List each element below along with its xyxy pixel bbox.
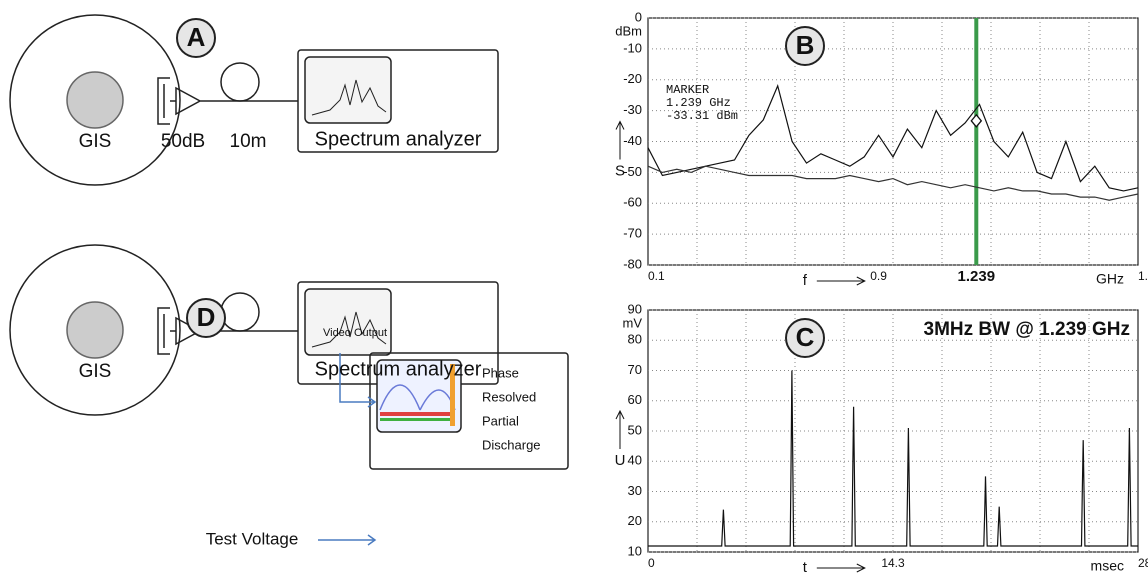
x-unit: GHz — [1096, 271, 1124, 287]
label-circle — [785, 318, 825, 358]
prpd-colorbar — [450, 364, 455, 426]
gis-label: GIS — [79, 131, 112, 152]
video-output-label: Video Output — [323, 327, 387, 339]
prpd-line: Resolved — [482, 389, 536, 404]
amplifier — [170, 86, 298, 116]
x-tick-label: 28.6 — [1138, 556, 1148, 570]
y-tick-label: 80 — [628, 332, 642, 347]
y-tick-label: -70 — [623, 226, 642, 241]
video-arrow — [339, 353, 377, 408]
y-axis-label: S — [615, 162, 625, 179]
sensor — [157, 77, 170, 125]
x-axis-arrow — [816, 276, 866, 286]
y-axis-arrow — [615, 409, 625, 449]
y-unit: dBm — [615, 23, 642, 38]
test-voltage-label: Test Voltage — [206, 529, 299, 548]
prpd-band — [380, 412, 452, 416]
prpd-band — [380, 418, 452, 421]
y-axis-arrow — [615, 120, 625, 160]
panel-label: B — [796, 30, 815, 60]
x-tick-label: 0.1 — [648, 269, 665, 283]
series-line — [647, 165, 1139, 201]
x-axis-label: t — [803, 559, 808, 575]
analyzer-screen — [304, 288, 392, 356]
panel-label: C — [796, 322, 815, 352]
y-unit: mV — [623, 315, 643, 330]
x-tick-label: 14.3 — [881, 556, 905, 570]
panel-a — [9, 14, 499, 186]
instrument-label: Spectrum analyzer — [315, 128, 482, 150]
y-tick-label: -40 — [623, 133, 642, 148]
y-tick-label: -50 — [623, 164, 642, 179]
y-tick-label: 60 — [628, 392, 642, 407]
analyzer-screen — [304, 56, 392, 124]
marker-point — [970, 113, 983, 128]
gis-label: GIS — [79, 361, 112, 382]
instrument-label: Spectrum analyzer — [315, 358, 482, 380]
marker-text: MARKER — [666, 83, 709, 97]
prpd-line: Discharge — [482, 437, 541, 452]
series-line — [647, 84, 1139, 192]
y-tick-label: 40 — [628, 453, 642, 468]
label-circle — [186, 298, 226, 338]
y-tick-label: 10 — [628, 543, 642, 558]
voltage-arrow — [318, 534, 377, 546]
y-tick-label: 20 — [628, 513, 642, 528]
y-tick-label: -20 — [623, 71, 642, 86]
x-unit: msec — [1091, 558, 1124, 574]
y-axis-label: U — [615, 452, 626, 469]
gis-conductor — [66, 301, 124, 359]
series-line — [648, 370, 1138, 547]
y-tick-label: -80 — [623, 256, 642, 271]
panel-label: D — [197, 302, 216, 332]
label-circle — [176, 18, 216, 58]
prpd-line: Phase — [482, 365, 519, 380]
y-tick-label: 0 — [635, 9, 642, 24]
gis-enclosure — [9, 14, 181, 186]
gis-conductor — [66, 71, 124, 129]
x-axis-arrow — [816, 563, 866, 573]
analyzer-trace — [311, 311, 387, 348]
y-tick-label: -60 — [623, 195, 642, 210]
x-tick-label: 0 — [648, 556, 655, 570]
prpd-box — [369, 352, 569, 470]
sensor — [157, 307, 170, 355]
x-tick-label: 1.8 — [1138, 269, 1148, 283]
y-tick-label: 30 — [628, 483, 642, 498]
cable-label: 10m — [230, 131, 267, 152]
x-tick-label: 0.9 — [870, 269, 887, 283]
panel-label: A — [187, 22, 206, 52]
y-tick-label: -10 — [623, 40, 642, 55]
cable-loop — [220, 62, 260, 102]
analyzer-box — [297, 49, 499, 153]
marker-text: -33.31 dBm — [666, 109, 738, 123]
y-tick-label: 70 — [628, 362, 642, 377]
label-circle — [785, 26, 825, 66]
y-tick-label: 90 — [628, 301, 642, 316]
panel-d — [9, 244, 569, 546]
prpd-line: Partial — [482, 413, 519, 428]
analyzer-trace — [311, 79, 387, 116]
x-tick-label: 1.239 — [958, 268, 996, 285]
y-tick-label: -30 — [623, 102, 642, 117]
y-tick-label: 50 — [628, 422, 642, 437]
gis-enclosure — [9, 244, 181, 416]
x-axis-label: f — [803, 272, 808, 289]
gain-label: 50dB — [161, 131, 205, 152]
chart-title: 3MHz BW @ 1.239 GHz — [924, 319, 1130, 340]
marker-text: 1.239 GHz — [666, 96, 731, 110]
cable-loop — [220, 292, 260, 332]
